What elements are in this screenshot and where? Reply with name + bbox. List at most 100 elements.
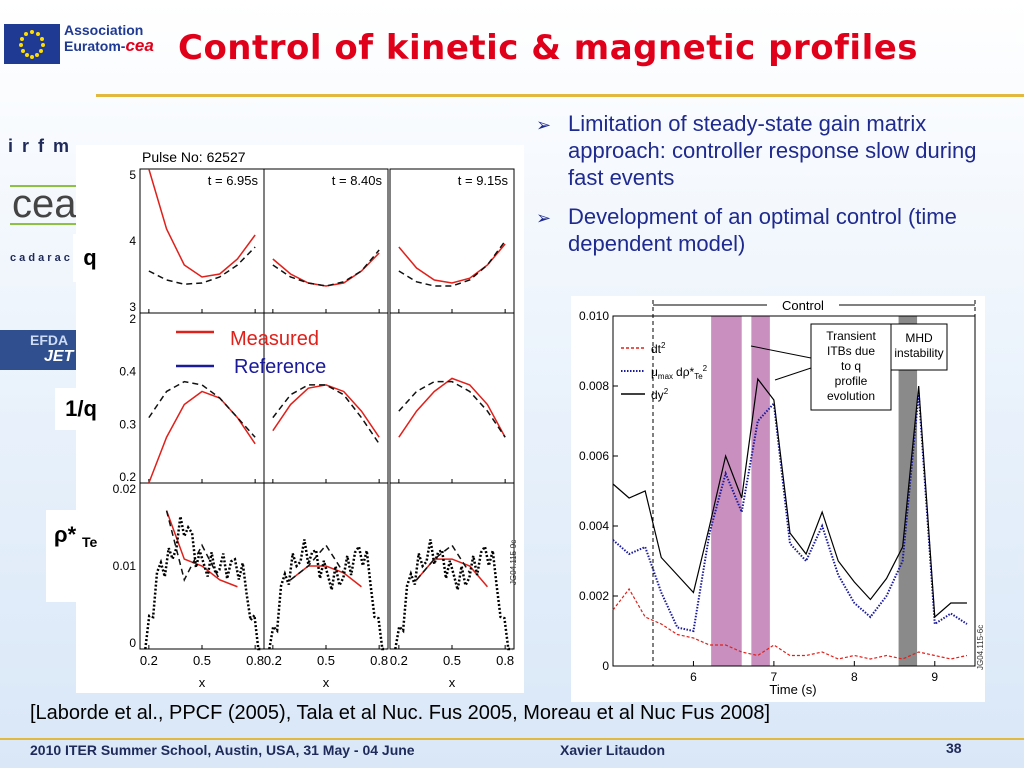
control-chart: 0.010 0.008 0.006 0.004 0.002 0 6 7 8 9 Control d… bbox=[579, 297, 985, 697]
profiles-figure: Pulse No: 62527 5 4 3 2 0.4 0.3 0.2 0.02 0.01 0 t … bbox=[76, 145, 524, 693]
mhd-annotation-line: instability bbox=[894, 346, 943, 360]
measured-curve bbox=[398, 377, 506, 438]
reference-curve bbox=[398, 380, 506, 438]
footer-page-number: 38 bbox=[946, 740, 962, 756]
legend-mu-label: μmax dρ*Te2 bbox=[651, 364, 708, 381]
legend-dt-label: dt2 bbox=[651, 341, 666, 356]
time-label: t = 9.15s bbox=[458, 173, 509, 188]
title-divider bbox=[96, 94, 1024, 97]
arrow-bullet-icon: ➢ bbox=[536, 208, 552, 228]
y-tick-label: 0.006 bbox=[579, 449, 609, 463]
x-axis-label: x bbox=[449, 675, 456, 690]
cadarache-text: c a d a r a c bbox=[10, 252, 70, 264]
reference-curve bbox=[290, 543, 345, 581]
y-tick-label: 0.008 bbox=[579, 379, 609, 393]
x-tick-label: 0.5 bbox=[443, 653, 461, 668]
itb-annotation-line: profile bbox=[835, 374, 868, 388]
itb-annotation-line: to q bbox=[841, 359, 861, 373]
y-tick-label: 5 bbox=[129, 168, 136, 182]
control-label: Control bbox=[782, 298, 824, 313]
reference-curve bbox=[148, 380, 256, 438]
efda-text: EFDA bbox=[30, 332, 69, 348]
x-tick-label: 7 bbox=[771, 670, 778, 684]
dy2-series-line bbox=[612, 377, 967, 619]
x-tick-label: 6 bbox=[690, 670, 697, 684]
y-tick-label: 0.01 bbox=[113, 559, 137, 573]
profiles-chart: Pulse No: 62527 54320.40.30.20.020.010t … bbox=[113, 149, 518, 690]
measured-curve bbox=[416, 558, 488, 588]
itb-band bbox=[751, 316, 770, 666]
association-cea: cea bbox=[125, 36, 154, 55]
cea-logo: cea bbox=[10, 180, 80, 235]
bullet-item: ➢ Development of an optimal control (tim… bbox=[536, 203, 1016, 257]
x-axis-label: x bbox=[199, 675, 206, 690]
rho-measured-dotted-curve bbox=[394, 539, 513, 651]
x-tick-label: 0.2 bbox=[140, 653, 158, 668]
itb-annotation-line: evolution bbox=[827, 389, 875, 403]
reference-curve bbox=[272, 249, 380, 287]
control-legend: dt2 μmax dρ*Te2 dy2 bbox=[621, 341, 708, 402]
bullet-list: ➢ Limitation of steady-state gain matrix… bbox=[536, 110, 1016, 269]
reference-curve bbox=[148, 246, 256, 285]
footer-divider bbox=[0, 738, 1024, 740]
bullet-text: Development of an optimal control (time … bbox=[568, 204, 957, 256]
x-tick-label: 0.8 bbox=[246, 653, 264, 668]
y-tick-label: 0.002 bbox=[579, 589, 609, 603]
itb-arrow-2 bbox=[774, 367, 812, 381]
y-tick-label: 4 bbox=[129, 234, 136, 248]
mhd-annotation-box bbox=[890, 323, 948, 371]
time-label: t = 6.95s bbox=[208, 173, 259, 188]
row-label-q: q bbox=[73, 234, 107, 282]
y-tick-label: 3 bbox=[129, 300, 136, 314]
x-tick-label: 0.5 bbox=[317, 653, 335, 668]
legend-dy-label: dy2 bbox=[651, 387, 669, 402]
panel-frame bbox=[389, 312, 515, 484]
control-label-bg bbox=[767, 297, 839, 313]
reference-citation: [Laborde et al., PPCF (2005), Tala et al… bbox=[30, 702, 771, 724]
y-tick-label: 0.4 bbox=[119, 365, 136, 379]
y-tick-label: 0.3 bbox=[119, 417, 136, 431]
footer-school: 2010 ITER Summer School, Austin, USA, 31… bbox=[30, 742, 415, 758]
bullet-text: Limitation of steady-state gain matrix a… bbox=[568, 111, 977, 190]
itb-arrow-1 bbox=[750, 345, 812, 359]
arrow-bullet-icon: ➢ bbox=[536, 115, 552, 135]
association-line1: Association bbox=[64, 22, 144, 38]
figure-id-tag: JG04.115-9c bbox=[509, 540, 518, 585]
measured-curve bbox=[398, 243, 506, 284]
y-tick-label: 0 bbox=[129, 636, 136, 650]
mhd-annotation-line: MHD bbox=[905, 331, 933, 345]
x-tick-label: 8 bbox=[851, 670, 858, 684]
measured-curve bbox=[148, 168, 256, 278]
jet-text: JET bbox=[44, 348, 74, 365]
control-xlabel: Time (s) bbox=[769, 682, 816, 697]
x-axis-label: x bbox=[323, 675, 330, 690]
itb-annotation-box bbox=[810, 323, 892, 411]
row-label-inv-q: 1/q bbox=[55, 388, 107, 430]
rho-measured-dotted-curve bbox=[268, 539, 387, 651]
itb-band bbox=[711, 316, 742, 666]
y-tick-label: 2 bbox=[129, 312, 136, 326]
irfm-logo: i r f m bbox=[8, 136, 72, 156]
x-tick-label: 0.2 bbox=[264, 653, 282, 668]
x-tick-label: 0.8 bbox=[370, 653, 388, 668]
time-label: t = 8.40s bbox=[332, 173, 383, 188]
panel-frame bbox=[389, 168, 515, 314]
itb-annotation-line: Transient bbox=[826, 329, 876, 343]
y-tick-label: 0.010 bbox=[579, 309, 609, 323]
rho-symbol: ρ* bbox=[54, 522, 77, 547]
measured-curve bbox=[272, 384, 380, 438]
x-tick-label: 0.8 bbox=[496, 653, 514, 668]
measured-curve bbox=[165, 510, 238, 588]
reference-curve bbox=[165, 510, 221, 582]
rho-measured-dotted-curve bbox=[144, 516, 263, 651]
eu-stars-icon bbox=[19, 30, 45, 59]
efda-jet-logo: EFDA JET bbox=[0, 330, 76, 370]
bullet-item: ➢ Limitation of steady-state gain matrix… bbox=[536, 110, 1016, 191]
x-tick-label: 0.2 bbox=[390, 653, 408, 668]
itb-annotation-line: ITBs due bbox=[827, 344, 875, 358]
cea-logo-icon bbox=[10, 185, 76, 225]
y-tick-label: 0.2 bbox=[119, 470, 136, 484]
row-label-rho: ρ* Te bbox=[46, 510, 108, 602]
